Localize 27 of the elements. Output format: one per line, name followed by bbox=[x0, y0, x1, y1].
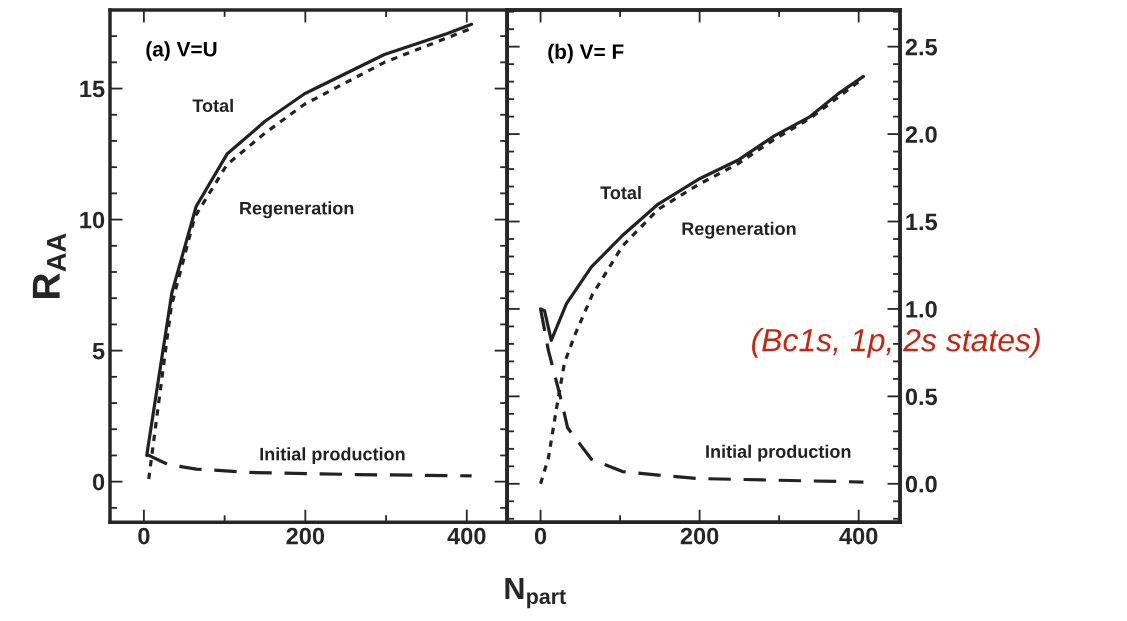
y-tick-label: 5 bbox=[92, 342, 105, 360]
x-tick-label: 200 bbox=[286, 527, 325, 545]
y2-tick-label: 1.0 bbox=[906, 301, 937, 318]
x-tick-label: 200 bbox=[680, 527, 719, 545]
y-tick-label: 0 bbox=[92, 473, 105, 491]
series-label: Total bbox=[600, 185, 641, 200]
series-label: Initial production bbox=[260, 447, 405, 465]
y-tick-label: 15 bbox=[80, 80, 105, 98]
x-tick-label: 0 bbox=[138, 527, 150, 545]
series-label: Regeneration bbox=[240, 201, 354, 219]
annotation: (a) V=U bbox=[146, 41, 217, 61]
y2-tick-label: 0.0 bbox=[905, 475, 937, 493]
series-label: Total bbox=[192, 98, 233, 113]
series-label: Regeneration bbox=[682, 221, 796, 239]
y-axis-title: R$_{AA}$ bbox=[32, 233, 66, 298]
x-tick-label: 400 bbox=[447, 527, 486, 545]
x-tick-label: 0 bbox=[534, 527, 547, 545]
y2-tick-label: 1.5 bbox=[906, 213, 938, 231]
y2-tick-label: 2.5 bbox=[905, 38, 938, 56]
y2-tick-label: 0.5 bbox=[905, 388, 938, 406]
y-tick-label: 10 bbox=[80, 211, 105, 229]
x-tick-label: 400 bbox=[839, 527, 878, 545]
annotation: (b) V= F bbox=[548, 43, 624, 64]
annotation: (Bc1s, 1p, 2s states) bbox=[752, 328, 1040, 358]
series-label: Initial production bbox=[706, 444, 851, 462]
y2-tick-label: 2.0 bbox=[905, 126, 937, 143]
x-axis-title: N$_{part}$ bbox=[505, 578, 566, 609]
